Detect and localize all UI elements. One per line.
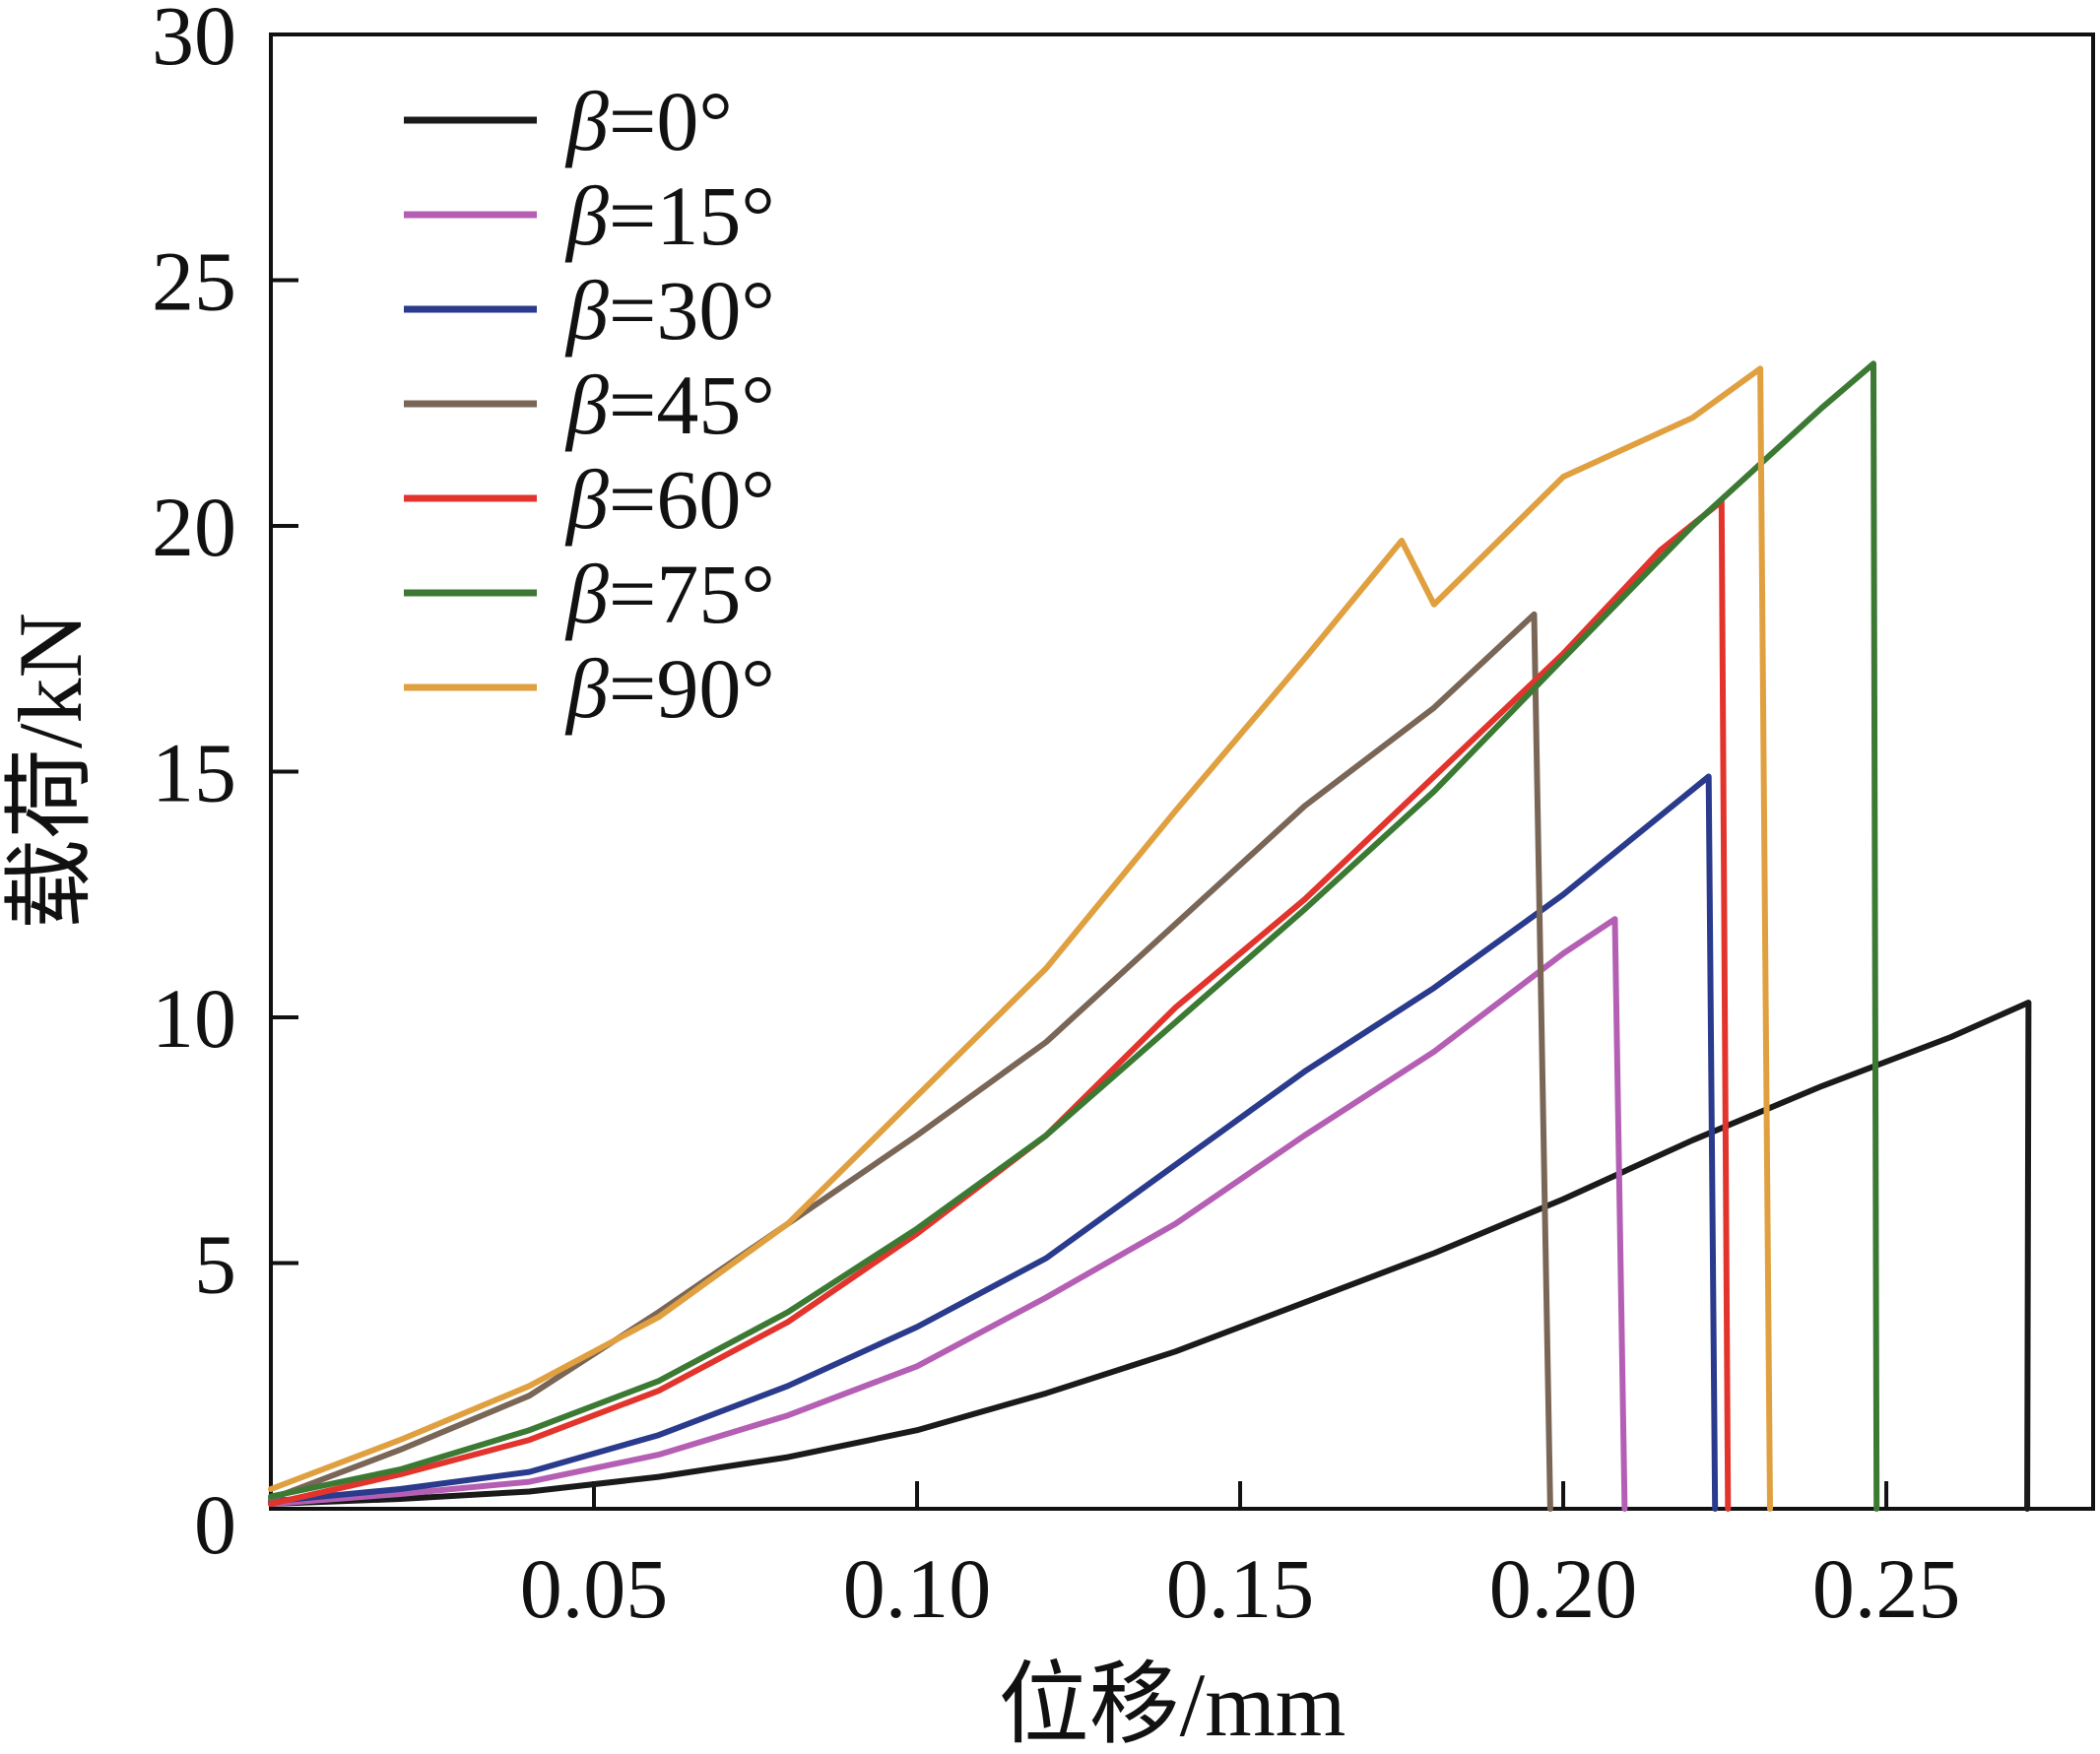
legend-value: =30° [609, 263, 775, 357]
legend-beta-symbol: β [564, 452, 609, 547]
legend-beta-symbol: β [564, 74, 609, 168]
series-line-6 [268, 365, 1773, 1512]
legend-value: =75° [609, 547, 775, 641]
series-line-3 [268, 611, 1553, 1512]
legend-label-0: β=0° [564, 74, 733, 168]
series-line-0 [268, 1000, 2032, 1512]
y-tick-label: 20 [152, 480, 236, 574]
x-tick-label: 0.05 [520, 1541, 669, 1636]
x-tick-label: 0.10 [843, 1541, 992, 1636]
legend-beta-symbol: β [564, 168, 609, 263]
x-axis-title: 位移/mm [999, 1655, 1346, 1754]
legend-beta-symbol: β [564, 547, 609, 641]
legend-label-2: β=30° [564, 263, 775, 357]
series-layer [268, 360, 2032, 1512]
legend-beta-symbol: β [564, 357, 609, 452]
x-axis: 0.05 0.10 0.15 0.20 0.25 [520, 1481, 1961, 1636]
y-tick-label: 10 [152, 971, 236, 1066]
series-line-5 [268, 360, 1880, 1512]
series-line-4 [268, 498, 1732, 1512]
legend: β=0°β=15°β=30°β=45°β=60°β=75°β=90° [404, 74, 775, 736]
y-axis: 0 5 10 15 20 25 30 [152, 0, 298, 1572]
x-tick-label: 0.25 [1812, 1541, 1961, 1636]
x-tick-label: 0.20 [1489, 1541, 1638, 1636]
y-tick-label: 15 [152, 726, 236, 820]
legend-value: =0° [609, 74, 733, 168]
legend-beta-symbol: β [564, 641, 609, 736]
y-tick-label: 25 [152, 234, 236, 329]
series-line-1 [268, 916, 1628, 1512]
legend-label-3: β=45° [564, 357, 775, 452]
y-tick-label: 5 [194, 1217, 236, 1312]
legend-value: =90° [609, 641, 775, 736]
legend-value: =45° [609, 357, 775, 452]
legend-label-5: β=75° [564, 547, 775, 641]
legend-value: =60° [609, 452, 775, 547]
legend-label-6: β=90° [564, 641, 775, 736]
y-tick-label: 0 [194, 1477, 236, 1572]
y-tick-label: 30 [152, 0, 236, 83]
plot-frame [269, 32, 2095, 1511]
y-axis-title: 载荷/kN [0, 613, 100, 930]
series-line-2 [268, 773, 1719, 1512]
legend-value: =15° [609, 168, 775, 263]
legend-label-1: β=15° [564, 168, 775, 263]
legend-beta-symbol: β [564, 263, 609, 357]
legend-label-4: β=60° [564, 452, 775, 547]
x-tick-label: 0.15 [1166, 1541, 1315, 1636]
